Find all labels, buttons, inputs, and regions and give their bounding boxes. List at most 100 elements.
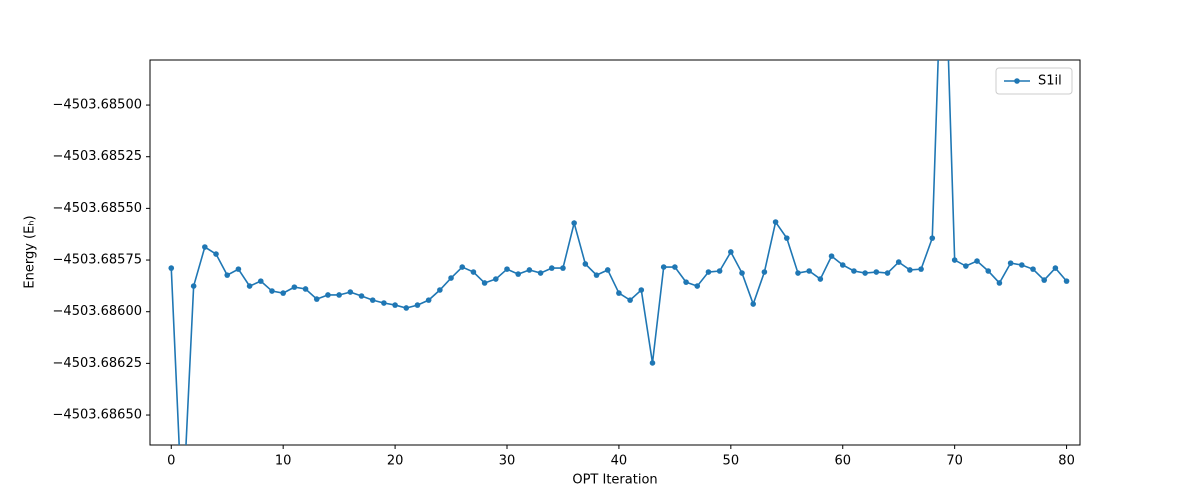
y-tick-label: −4503.68525 [53, 149, 142, 164]
point [213, 251, 219, 257]
point [560, 265, 566, 271]
x-tick-label: 50 [723, 454, 740, 469]
point [246, 283, 253, 289]
point [537, 270, 544, 276]
legend-box [995, 67, 1073, 95]
point [369, 297, 376, 303]
point [336, 292, 342, 298]
point [761, 269, 768, 275]
point [481, 280, 488, 286]
point [571, 220, 577, 226]
point [325, 292, 331, 298]
y-tick-label: −4503.68650 [53, 408, 142, 423]
point [515, 271, 521, 277]
y-tick-label: −4503.68600 [53, 304, 142, 319]
point [504, 266, 510, 272]
point [257, 278, 264, 284]
point [918, 266, 924, 272]
point [414, 302, 421, 308]
y-axis-label: Energy (Eₕ) [23, 215, 38, 288]
x-tick-label: 40 [611, 454, 628, 469]
point [873, 269, 880, 275]
point [851, 268, 857, 274]
point [168, 265, 175, 271]
point [1030, 266, 1036, 272]
point [638, 287, 645, 293]
point [459, 264, 466, 270]
point [750, 301, 757, 307]
point [649, 360, 656, 366]
point [291, 284, 298, 290]
point [224, 272, 231, 278]
x-axis-label: OPT Iteration [572, 473, 657, 488]
point [828, 253, 835, 259]
x-tick-label: 80 [1058, 454, 1075, 469]
point [974, 258, 980, 264]
point [660, 264, 667, 270]
point [582, 261, 589, 267]
point [280, 290, 286, 296]
point [1052, 265, 1059, 271]
point [672, 264, 678, 270]
point [493, 276, 499, 282]
point [996, 280, 1003, 286]
point [392, 302, 398, 308]
point [313, 296, 320, 302]
point [783, 235, 790, 241]
point [269, 288, 275, 294]
point [772, 219, 779, 225]
point [627, 297, 633, 303]
point [716, 268, 723, 274]
y-tick-label: −4503.68575 [53, 253, 142, 268]
point [302, 286, 309, 292]
x-tick-label: 60 [834, 454, 851, 469]
x-tick-label: 0 [167, 454, 175, 469]
point [951, 257, 958, 263]
point [526, 267, 533, 273]
y-tick-label: −4503.68500 [53, 98, 142, 113]
point [839, 262, 846, 268]
point [907, 267, 913, 273]
point [795, 270, 801, 276]
point [358, 293, 365, 299]
point [347, 289, 354, 295]
point [705, 269, 712, 275]
x-tick-label: 70 [946, 454, 963, 469]
point [817, 276, 824, 282]
point [403, 305, 410, 311]
point [963, 263, 969, 269]
legend-label: S1il [1038, 74, 1062, 89]
point [895, 259, 902, 265]
point [235, 266, 242, 272]
point [616, 290, 622, 296]
point [884, 270, 891, 276]
point [470, 269, 477, 275]
legend-marker [1014, 78, 1020, 84]
point [448, 275, 454, 281]
point [728, 249, 734, 255]
point [985, 268, 992, 274]
x-tick-label: 20 [387, 454, 404, 469]
y-tick-label: −4503.68550 [53, 201, 142, 216]
point [604, 267, 611, 273]
point [929, 235, 936, 241]
x-tick-label: 30 [499, 454, 516, 469]
point [202, 244, 208, 250]
point [425, 297, 432, 303]
point [806, 268, 812, 274]
plot-area [168, 60, 1070, 445]
x-tick-label: 10 [275, 454, 292, 469]
point [190, 283, 197, 289]
plot-frame [149, 59, 1081, 446]
point [593, 272, 600, 278]
point [1019, 262, 1025, 268]
point [1007, 260, 1014, 266]
point [862, 270, 868, 276]
point [1041, 277, 1047, 283]
point [694, 283, 701, 289]
y-tick-label: −4503.68625 [53, 356, 142, 371]
point [381, 300, 387, 306]
point [548, 265, 555, 271]
point [1063, 278, 1070, 284]
